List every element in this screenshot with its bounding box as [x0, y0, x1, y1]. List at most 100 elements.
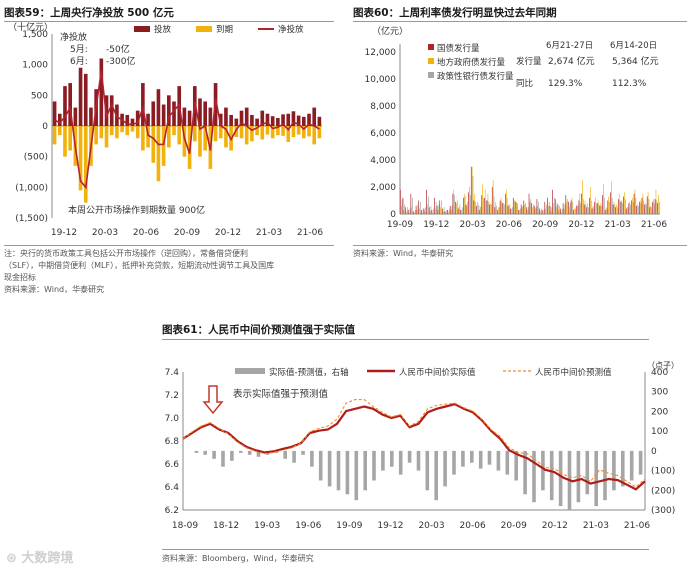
legend-swatch: [134, 26, 150, 32]
gov-bar: [594, 201, 596, 214]
local-bar: [634, 189, 636, 214]
gov-bar: [610, 192, 611, 214]
legend-swatch: [428, 72, 434, 78]
local-bar: [521, 207, 523, 214]
gov-bar: [423, 208, 425, 214]
diff-bar: [532, 450, 536, 503]
y-tick-label: 8,000: [370, 102, 396, 112]
policy-bar: [480, 207, 482, 214]
left-tick-label: 7.2: [165, 391, 179, 401]
mature-bar: [218, 126, 223, 139]
policy-bar: [498, 207, 500, 214]
policy-bar: [512, 207, 513, 214]
x-tick-label: 20-06: [133, 228, 159, 238]
gov-bar: [602, 195, 603, 214]
gov-bar: [657, 203, 659, 214]
mature-bar: [78, 126, 83, 191]
mature-bar: [109, 126, 114, 136]
gov-bar: [596, 203, 598, 214]
diff-bar: [443, 450, 447, 487]
diff-bar: [292, 450, 296, 463]
diff-bar: [336, 450, 341, 491]
policy-bar: [567, 199, 568, 214]
y-tick-label: 1,000: [22, 61, 48, 71]
inject-bar: [250, 114, 254, 126]
gov-bar: [554, 199, 556, 214]
policy-bar: [462, 207, 463, 214]
gov-bar: [528, 193, 530, 214]
local-bar: [574, 208, 575, 214]
local-bar: [603, 184, 604, 214]
diff-bar: [621, 450, 625, 487]
y-tick-label: 0: [42, 122, 48, 132]
policy-bar: [456, 200, 458, 214]
annotation-month: 5月:: [70, 44, 88, 55]
local-bar: [495, 201, 497, 214]
policy-bar: [635, 197, 637, 214]
local-bar: [479, 205, 481, 214]
mature-bar: [182, 126, 187, 157]
mature-bar: [234, 126, 239, 138]
policy-bar: [548, 201, 550, 214]
x-tick-label: 20-03: [459, 220, 485, 230]
diff-bar: [256, 450, 261, 457]
y-tick-label: (1,000): [15, 183, 48, 193]
inject-bar: [260, 110, 265, 126]
legend-label: 地方政府债发行量: [437, 57, 506, 68]
gov-bar: [573, 209, 575, 214]
x-tick-label: 18-12: [213, 521, 239, 531]
gov-bar: [638, 201, 640, 214]
local-bar: [658, 195, 659, 214]
arrow-annotation: 表示实际值强于预测值: [233, 388, 329, 400]
inject-bar: [125, 114, 130, 126]
gov-bar: [491, 187, 493, 214]
inject-bar: [255, 118, 259, 126]
table-header: 6月14-20日: [610, 41, 657, 51]
figure-60-bottom-rule: [353, 245, 687, 246]
local-bar: [435, 208, 436, 214]
diff-bar: [594, 450, 598, 507]
diff-bar: [247, 450, 252, 455]
policy-bar: [491, 204, 492, 214]
inject-bar: [89, 107, 93, 126]
figure-59-title: 图表59：上周央行净投放 500 亿元: [4, 7, 174, 19]
mature-bar: [286, 126, 291, 142]
policy-bar: [449, 208, 450, 214]
table-header: 6月21-27日: [546, 41, 593, 51]
y-tick-label: (1,500): [15, 214, 48, 224]
local-bar: [411, 207, 413, 214]
gov-bar: [431, 209, 433, 214]
gov-bar: [654, 199, 656, 214]
mature-bar: [130, 126, 135, 132]
gov-bar: [512, 197, 514, 214]
inject-bar: [182, 107, 187, 126]
local-bar: [526, 209, 528, 214]
table-value: 129.3%: [548, 79, 583, 89]
y-tick-label: (500): [24, 153, 48, 163]
gov-bar: [478, 209, 480, 214]
diff-bar: [505, 450, 510, 475]
local-bar: [624, 192, 625, 214]
gov-bar: [413, 211, 414, 214]
diff-bar: [239, 450, 243, 453]
figure-61-bottom-rule: [162, 549, 649, 550]
mature-bar: [52, 126, 57, 145]
diff-bar: [372, 450, 376, 481]
right-tick-label: 400: [651, 368, 668, 378]
gov-bar: [494, 207, 496, 214]
note-line: 注：央行的货币政策工具包括公开市场操作（逆回购），常备借贷便利: [4, 249, 248, 258]
local-bar: [427, 204, 428, 214]
inject-bar: [203, 101, 207, 126]
mature-bar: [135, 126, 140, 139]
inject-bar: [224, 107, 228, 126]
mature-bar: [68, 126, 72, 151]
annotation-label: 净投放: [60, 31, 87, 43]
local-bar: [613, 201, 615, 214]
policy-bar: [483, 197, 484, 214]
local-bar: [600, 203, 602, 214]
inject-bar: [57, 113, 62, 126]
local-bar: [608, 196, 610, 214]
gov-bar: [631, 200, 632, 214]
policy-bar: [509, 204, 511, 214]
gov-bar: [636, 205, 638, 214]
